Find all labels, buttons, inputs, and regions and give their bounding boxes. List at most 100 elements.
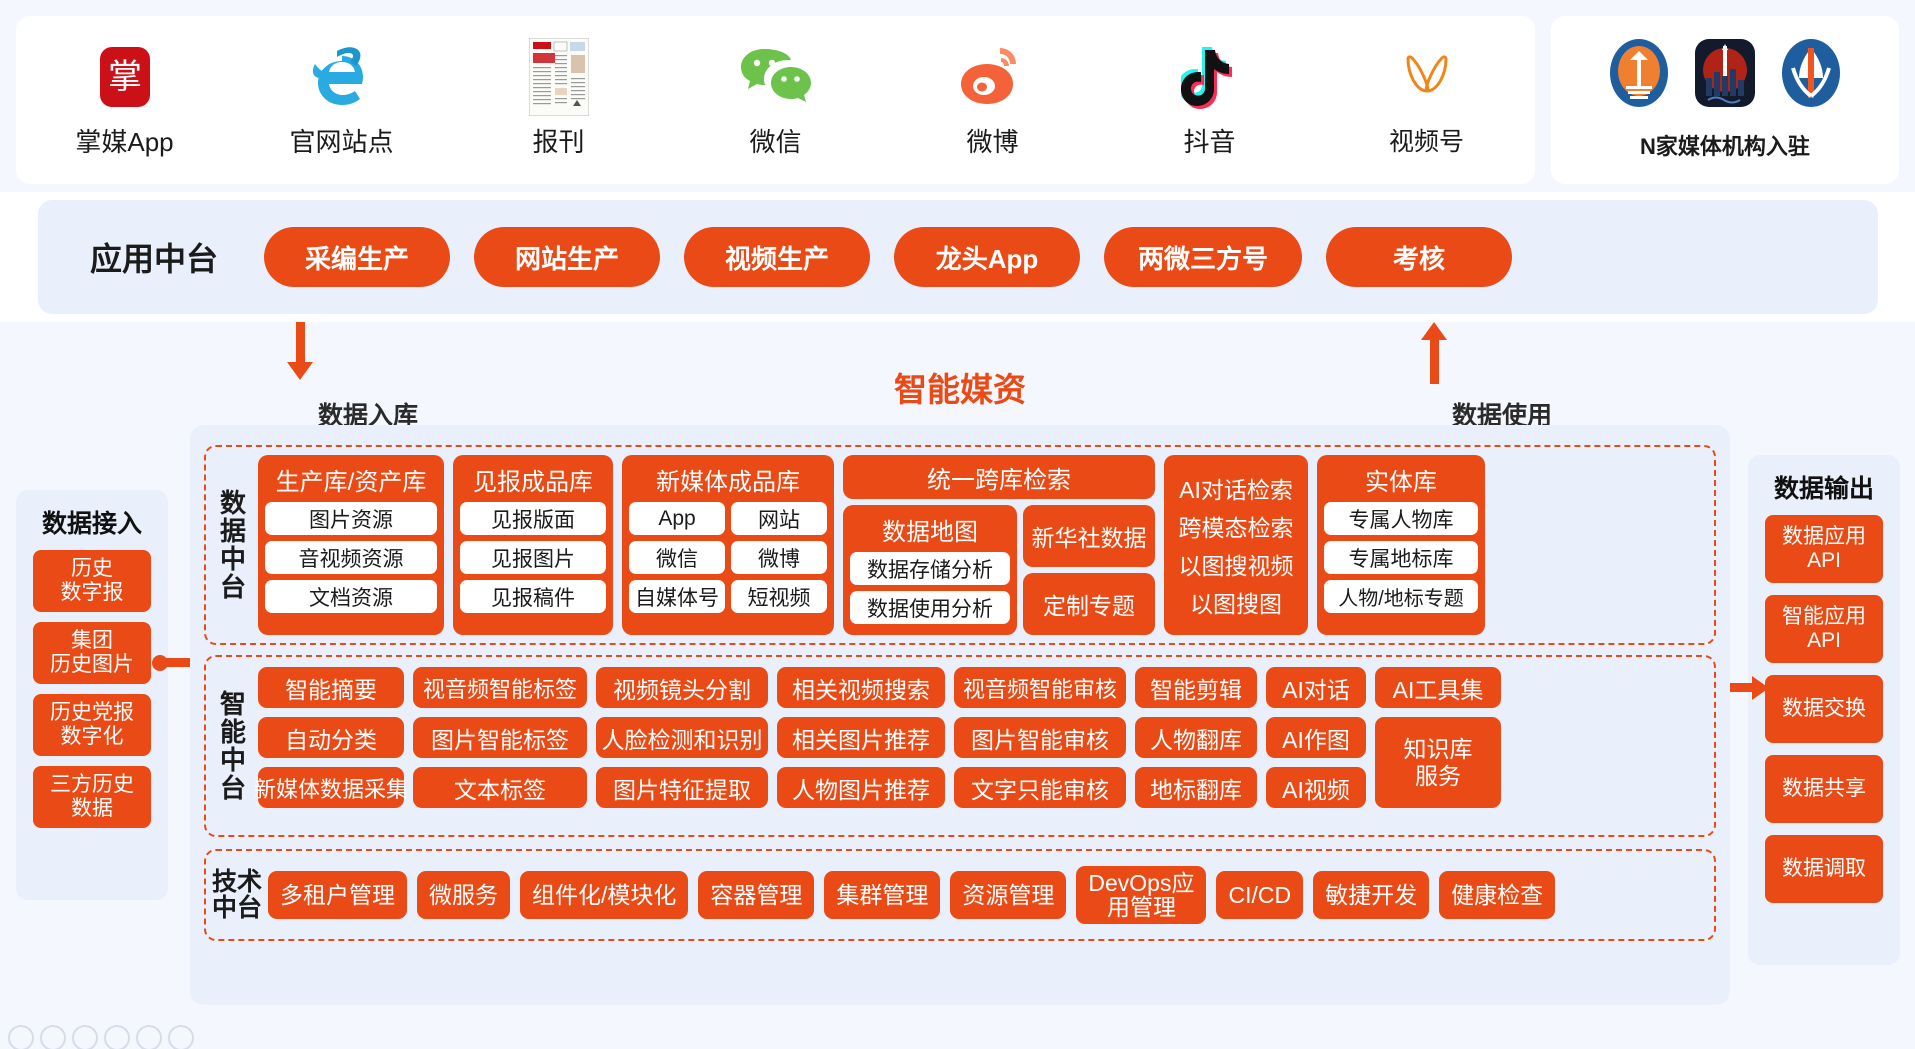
tech-item-cluster-mgmt[interactable]: 集群管理 [824, 871, 941, 919]
data-access-item-party-paper-digitization[interactable]: 历史党报 数字化 [33, 694, 151, 756]
ai-item-related-image-recommend[interactable]: 相关图片推荐 [777, 717, 945, 758]
ai-search-item-crossmodal[interactable]: 跨模态检索 [1178, 515, 1294, 541]
ai-item-person-relib[interactable]: 人物翻库 [1135, 717, 1257, 758]
map-item-usage-analysis[interactable]: 数据使用分析 [850, 591, 1010, 624]
group-title: 新媒体成品库 [656, 469, 800, 496]
tech-item-cicd[interactable]: CI/CD [1216, 871, 1304, 919]
ai-item-ai-drawing[interactable]: AI作图 [1266, 717, 1366, 758]
lib-item-published-article[interactable]: 见报稿件 [460, 580, 606, 613]
channel-newspaper[interactable]: 报刊 [450, 38, 667, 159]
svg-text:掌: 掌 [108, 58, 142, 96]
ai-item-shot-segmentation[interactable]: 视频镜头分割 [596, 667, 768, 708]
ai-item-image-smart-review[interactable]: 图片智能审核 [954, 717, 1126, 758]
app-item-website[interactable]: 网站生产 [474, 227, 661, 287]
tech-item-resource-mgmt[interactable]: 资源管理 [950, 871, 1067, 919]
app-item-assessment[interactable]: 考核 [1326, 227, 1513, 287]
map-item-storage-analysis[interactable]: 数据存储分析 [850, 552, 1010, 585]
group-new-media-library: 新媒体成品库 App 微信 自媒体号 网站 微博 短视频 [622, 455, 834, 635]
tech-item-microservice[interactable]: 微服务 [417, 871, 510, 919]
lib-item-av-resources[interactable]: 音视频资源 [265, 541, 437, 574]
ai-item-text-tag[interactable]: 文本标签 [413, 767, 587, 808]
ai-item-knowledge-base-service[interactable]: 知识库 服务 [1375, 717, 1501, 808]
line: API [1807, 629, 1841, 652]
app-item-caibian[interactable]: 采编生产 [264, 227, 451, 287]
group-title: 见报成品库 [473, 469, 593, 496]
ai-item-av-smart-tag[interactable]: 视音频智能标签 [413, 667, 587, 708]
ai-item-image-smart-tag[interactable]: 图片智能标签 [413, 717, 587, 758]
ai-search-group: AI对话检索 跨模态检索 以图搜视频 以图搜图 [1164, 455, 1308, 635]
ai-item-face-detection[interactable]: 人脸检测和识别 [596, 717, 768, 758]
app-item-video[interactable]: 视频生产 [684, 227, 871, 287]
output-connector-head [1752, 676, 1769, 700]
ai-item-av-smart-review[interactable]: 视音频智能审核 [954, 667, 1126, 708]
channel-weibo[interactable]: 微博 [884, 40, 1101, 159]
lib-item-published-photo[interactable]: 见报图片 [460, 541, 606, 574]
ai-item-auto-classify[interactable]: 自动分类 [258, 717, 404, 758]
ie-browser-icon [307, 40, 377, 114]
weibo-icon [957, 40, 1029, 114]
ai-item-landmark-relib[interactable]: 地标翻库 [1135, 767, 1257, 808]
lib-item-wechat[interactable]: 微信 [629, 541, 725, 574]
data-output-item-ai-app-api[interactable]: 智能应用 API [1765, 595, 1883, 663]
unified-search-group: 统一跨库检索 数据地图 数据存储分析 数据使用分析 新华社数据 定制专题 [843, 455, 1155, 635]
entity-item-landmark-library[interactable]: 专属地标库 [1324, 541, 1478, 574]
entity-item-person-landmark-topic[interactable]: 人物/地标专题 [1324, 580, 1478, 613]
tech-item-container-mgmt[interactable]: 容器管理 [698, 871, 815, 919]
ai-search-item-dialog[interactable]: AI对话检索 [1179, 477, 1293, 503]
ai-item-smart-editing[interactable]: 智能剪辑 [1135, 667, 1257, 708]
dot [136, 1025, 162, 1049]
lib-item-app[interactable]: App [629, 502, 725, 535]
channel-official-site[interactable]: 官网站点 [233, 40, 450, 159]
channel-wechat[interactable]: 微信 [667, 40, 884, 159]
data-platform-body: 生产库/资产库 图片资源 音视频资源 文档资源 见报成品库 见报版面 见报图片 … [258, 447, 1714, 643]
entity-item-person-library[interactable]: 专属人物库 [1324, 502, 1478, 535]
ai-search-item-image-to-video[interactable]: 以图搜视频 [1178, 553, 1294, 579]
lib-item-website[interactable]: 网站 [731, 502, 827, 535]
ai-item-text-review[interactable]: 文字只能审核 [954, 767, 1126, 808]
tech-item-componentization[interactable]: 组件化/模块化 [520, 871, 689, 919]
app-item-flagship-app[interactable]: 龙头App [894, 227, 1081, 287]
zhangmei-app-icon: 掌 [96, 40, 154, 114]
unified-search-title[interactable]: 统一跨库检索 [843, 455, 1155, 499]
search-item-custom-topic[interactable]: 定制专题 [1023, 573, 1155, 635]
new-media-columns: App 微信 自媒体号 网站 微博 短视频 [629, 502, 827, 613]
ai-item-image-feature-extraction[interactable]: 图片特征提取 [596, 767, 768, 808]
tech-item-devops-app-mgmt[interactable]: DevOps应 用管理 [1076, 866, 1207, 924]
data-access-item-third-party-history[interactable]: 三方历史 数据 [33, 766, 151, 828]
data-output-item-data-exchange[interactable]: 数据交换 [1765, 675, 1883, 743]
ai-item-person-image-recommend[interactable]: 人物图片推荐 [777, 767, 945, 808]
lib-item-self-media[interactable]: 自媒体号 [629, 580, 725, 613]
data-output-item-data-app-api[interactable]: 数据应用 API [1765, 515, 1883, 583]
ai-item-ai-toolset[interactable]: AI工具集 [1375, 667, 1501, 708]
channel-zhangmei-app[interactable]: 掌 掌媒App [16, 40, 233, 159]
lib-item-published-layout[interactable]: 见报版面 [460, 502, 606, 535]
ai-item-smart-summary[interactable]: 智能摘要 [258, 667, 404, 708]
ai-item-related-video-search[interactable]: 相关视频搜索 [777, 667, 945, 708]
usage-arrow-head [1421, 322, 1447, 340]
tech-item-agile-dev[interactable]: 敏捷开发 [1313, 871, 1430, 919]
channel-douyin[interactable]: 抖音 [1101, 40, 1318, 159]
data-output-item-data-retrieval[interactable]: 数据调取 [1765, 835, 1883, 903]
search-item-xinhua-data[interactable]: 新华社数据 [1023, 505, 1155, 567]
app-item-social-accounts[interactable]: 两微三方号 [1104, 227, 1303, 287]
data-access-item-history-digital-paper[interactable]: 历史 数字报 [33, 550, 151, 612]
channel-label: 官网站点 [289, 127, 394, 157]
ai-item-new-media-collection[interactable]: 新媒体数据采集 [254, 767, 408, 808]
channel-video-account[interactable]: 视频号 [1318, 40, 1535, 158]
lib-item-document-resources[interactable]: 文档资源 [265, 580, 437, 613]
data-access-item-group-history-photos[interactable]: 集团 历史图片 [33, 622, 151, 684]
ai-item-ai-video[interactable]: AI视频 [1266, 767, 1366, 808]
ai-search-item-image-to-image[interactable]: 以图搜图 [1190, 591, 1282, 617]
lib-item-image-resources[interactable]: 图片资源 [265, 502, 437, 535]
tech-item-health-check[interactable]: 健康检查 [1439, 871, 1556, 919]
line: 历史图片 [50, 653, 134, 676]
lib-item-short-video[interactable]: 短视频 [731, 580, 827, 613]
ai-item-ai-dialog[interactable]: AI对话 [1266, 667, 1366, 708]
tech-item-multi-tenant[interactable]: 多租户管理 [268, 871, 407, 919]
group-title: 实体库 [1365, 469, 1437, 496]
line: 集团 [71, 629, 113, 653]
lib-item-weibo[interactable]: 微博 [731, 541, 827, 574]
data-output-item-data-sharing[interactable]: 数据共享 [1765, 755, 1883, 823]
ai-platform-band: 智能中台 智能摘要 自动分类 新媒体数据采集 视音频智能标签 图片智能标签 文本… [204, 655, 1716, 837]
channel-label: 抖音 [1183, 127, 1236, 157]
